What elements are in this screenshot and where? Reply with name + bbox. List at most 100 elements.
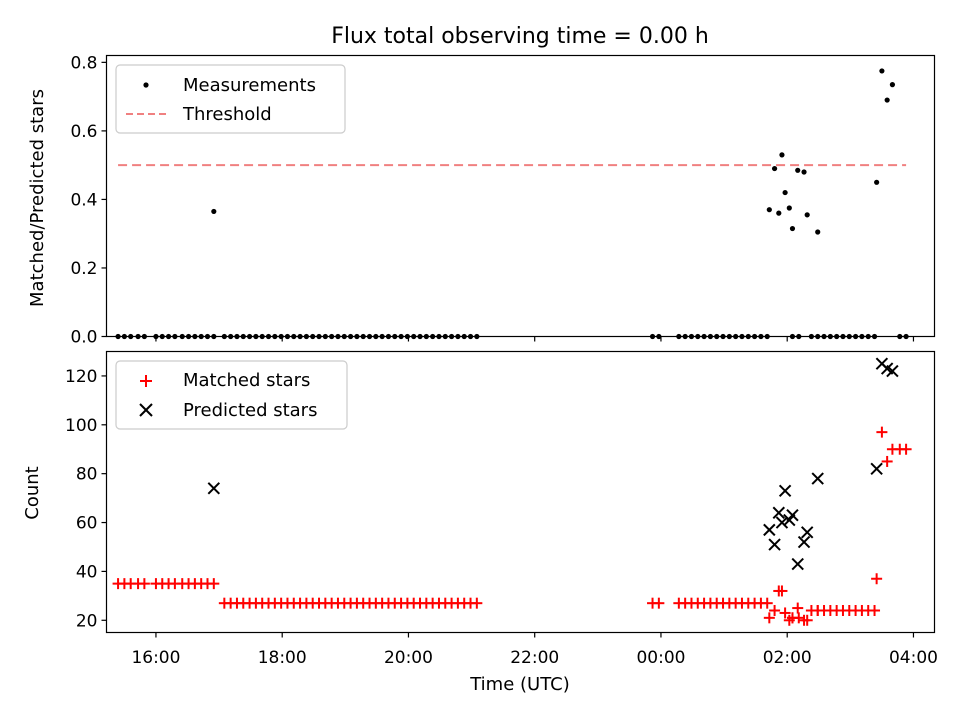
bottom-panel: Count Time (UTC) 20 40 60 80 100 120 16:00 18:… — [22, 350, 938, 695]
predicted-x-b — [778, 484, 792, 497]
measurement-point — [874, 179, 880, 185]
legend-predicted-label: Predicted stars — [183, 400, 317, 421]
predicted-x-b — [207, 482, 221, 495]
legend-threshold-label: Threshold — [182, 104, 272, 125]
bottom-axes-frame — [105, 350, 936, 634]
y-tick-label: 80 — [76, 465, 98, 485]
y-tick-label: 0.2 — [70, 259, 97, 279]
x-axis-label: Time (UTC) — [469, 674, 570, 695]
y-tick-label: 60 — [76, 514, 98, 534]
predicted-x-b — [811, 472, 824, 485]
matched-star-point — [876, 426, 888, 438]
y-tick-label: 0.8 — [70, 53, 97, 73]
predicted-star-point — [772, 506, 785, 519]
legend-matched-marker — [140, 375, 152, 387]
matched-star-point — [900, 443, 912, 455]
y-tick-label: 100 — [65, 416, 97, 436]
predicted-x-b — [800, 526, 814, 539]
predicted-star-point — [800, 526, 814, 539]
top-y-axis-label: Matched/Predicted stars — [27, 89, 48, 307]
measurement-point — [776, 210, 782, 216]
x-tick-label: 22:00 — [510, 648, 559, 668]
measurement-point — [771, 165, 778, 172]
matched-star-point — [792, 602, 804, 614]
measurement-point — [815, 229, 821, 235]
bottom-x-ticks: 16:00 18:00 20:00 22:00 00:00 02:00 04:00 — [131, 632, 938, 668]
measurement-point — [789, 225, 796, 232]
y-tick-label: 120 — [65, 367, 97, 387]
matched-star-point — [653, 597, 665, 609]
top-y-ticks: 0.0 0.2 0.4 0.6 0.8 — [70, 53, 107, 348]
bottom-legend-box — [115, 360, 348, 430]
measurement-point — [786, 205, 792, 211]
predicted-x-b — [870, 462, 883, 475]
bottom-y-ticks: 20 40 60 80 100 120 — [65, 367, 107, 631]
matched-star-point — [869, 605, 881, 617]
bottom-legend: Matched stars Predicted stars — [115, 360, 348, 430]
matched-star-point — [786, 612, 798, 624]
x-tick-label: 02:00 — [763, 648, 812, 668]
predicted-x-b — [797, 535, 811, 549]
matched-star-point — [881, 455, 893, 467]
x-tick-label: 16:00 — [131, 648, 180, 668]
predicted-x-b — [791, 557, 804, 571]
y-tick-label: 0.4 — [70, 190, 97, 210]
measurement-point — [782, 189, 788, 196]
predicted-x-b — [772, 506, 785, 519]
predicted-star-point — [886, 364, 899, 378]
matched-star-point — [801, 614, 813, 626]
chart-title: Flux total observing time = 0.00 h — [331, 24, 709, 49]
matched-star-point — [769, 605, 781, 617]
matched-star-point — [761, 597, 773, 609]
y-tick-label: 0.0 — [70, 328, 97, 348]
predicted-star-point — [797, 535, 811, 549]
predicted-star-point — [870, 462, 883, 475]
matched-star-point — [779, 607, 791, 619]
predicted-star-point — [768, 538, 781, 551]
matched-star-point — [471, 597, 483, 609]
bottom-y-axis-label: Count — [22, 466, 43, 519]
predicted-x-b — [775, 516, 789, 529]
matched-star-point — [776, 585, 788, 597]
matched-star-point — [763, 612, 775, 624]
predicted-x-b — [768, 538, 781, 551]
legend-matched-label: Matched stars — [183, 370, 310, 391]
y-tick-label: 0.6 — [70, 122, 97, 142]
top-legend-box — [115, 64, 346, 134]
predicted-x-b — [886, 364, 899, 378]
measurement-point — [879, 68, 885, 74]
predicted-star-point — [207, 482, 221, 495]
y-tick-label: 20 — [76, 611, 98, 631]
matched-star-point — [871, 573, 883, 585]
top-panel: Flux total observing time = 0.00 h Match… — [27, 24, 936, 348]
predicted-star-point — [763, 523, 776, 537]
predicted-x-b — [786, 509, 799, 522]
measurement-point — [766, 207, 772, 213]
measurement-point — [211, 208, 217, 215]
predicted-star-point — [775, 516, 789, 529]
measurement-point — [804, 212, 810, 218]
predicted-star-point — [786, 509, 799, 522]
x-tick-label: 04:00 — [889, 648, 938, 668]
predicted-x-b — [763, 523, 776, 537]
y-tick-label: 40 — [76, 562, 98, 582]
measurement-point — [779, 152, 785, 158]
predicted-x-b — [880, 362, 894, 375]
legend-measurements-label: Measurements — [183, 75, 316, 96]
matched-star-point — [208, 578, 220, 590]
x-tick-label: 18:00 — [258, 648, 307, 668]
measurement-point — [801, 169, 807, 175]
x-tick-label: 00:00 — [636, 648, 685, 668]
predicted-star-point — [791, 557, 804, 571]
measurement-point — [884, 97, 890, 103]
matched-star-point — [812, 605, 824, 617]
x-tick-label: 20:00 — [384, 648, 433, 668]
measurement-point — [889, 82, 896, 88]
predicted-star-point — [778, 484, 792, 497]
predicted-star-point — [811, 472, 824, 485]
legend-predicted-marker — [139, 403, 153, 417]
top-axes-frame — [105, 54, 936, 338]
legend-measurements-marker — [143, 82, 149, 88]
top-legend: Measurements Threshold — [115, 64, 346, 134]
